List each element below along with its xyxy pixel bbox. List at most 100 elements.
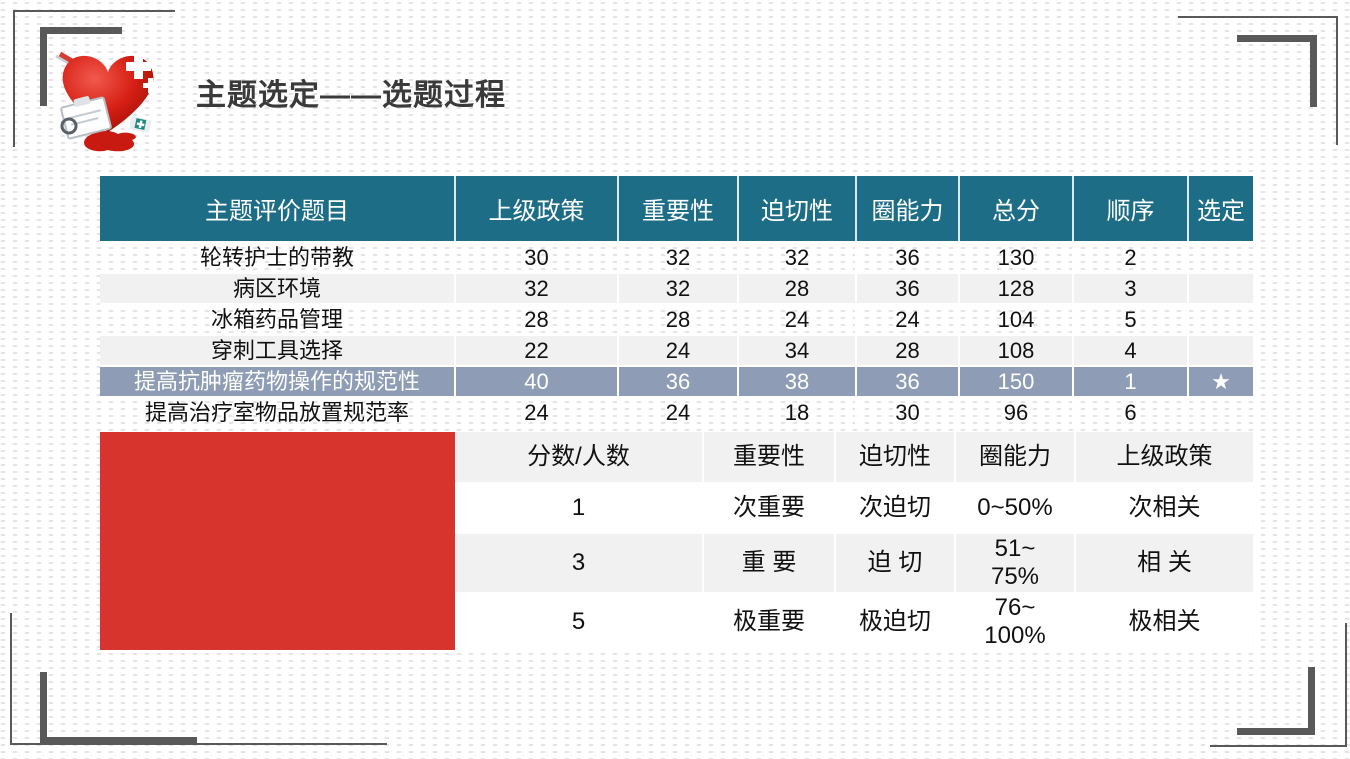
cell-capability: 24 bbox=[856, 304, 960, 336]
legend-header-urgency: 迫切性 bbox=[835, 432, 956, 484]
cell-policy: 24 bbox=[455, 397, 619, 429]
col-header-capability: 圈能力 bbox=[856, 176, 960, 243]
cell-urgency: 24 bbox=[738, 304, 857, 336]
col-header-total: 总分 bbox=[959, 176, 1074, 243]
corner-bracket-top-left-outer bbox=[13, 10, 175, 147]
legend-row: 1 次重要 次迫切 0~50% 次相关 bbox=[455, 483, 1253, 534]
cell-urgency: 28 bbox=[738, 273, 857, 305]
cell-policy: 32 bbox=[455, 273, 619, 305]
table-row: 穿刺工具选择 22 24 34 28 108 4 bbox=[100, 335, 1253, 367]
legend-capability: 76~ 100% bbox=[955, 593, 1076, 652]
legend-urgency: 极迫切 bbox=[835, 593, 956, 652]
cell-capability: 36 bbox=[856, 273, 960, 305]
cell-order: 1 bbox=[1073, 366, 1189, 398]
legend-urgency: 次迫切 bbox=[835, 483, 956, 534]
legend-capability: 0~50% bbox=[955, 483, 1076, 534]
cell-total: 150 bbox=[959, 366, 1074, 398]
cell-policy: 40 bbox=[455, 366, 619, 398]
cell-capability: 36 bbox=[856, 242, 960, 274]
cell-total: 96 bbox=[959, 397, 1074, 429]
col-header-selected: 选定 bbox=[1188, 176, 1253, 243]
table-row: 冰箱药品管理 28 28 24 24 104 5 bbox=[100, 304, 1253, 336]
col-header-order: 顺序 bbox=[1073, 176, 1189, 243]
cell-selected bbox=[1188, 242, 1253, 274]
corner-bracket-bottom-right-outer bbox=[1210, 623, 1347, 747]
cell-selected bbox=[1188, 335, 1253, 367]
score-legend-table: 分数/人数 重要性 迫切性 圈能力 上级政策 1 次重要 次迫切 0~50% 次… bbox=[455, 432, 1253, 652]
legend-header-row: 分数/人数 重要性 迫切性 圈能力 上级政策 bbox=[455, 432, 1253, 484]
cell-importance: 28 bbox=[618, 304, 739, 336]
cell-order: 6 bbox=[1073, 397, 1189, 429]
table-row: 提高治疗室物品放置规范率 24 24 18 30 96 6 bbox=[100, 397, 1253, 429]
legend-score: 1 bbox=[455, 483, 704, 534]
legend-header-score: 分数/人数 bbox=[455, 432, 704, 484]
cell-capability: 36 bbox=[856, 366, 960, 398]
table-row: 病区环境 32 32 28 36 128 3 bbox=[100, 273, 1253, 305]
cell-selected bbox=[1188, 304, 1253, 336]
cell-topic: 提高治疗室物品放置规范率 bbox=[100, 397, 456, 429]
legend-policy: 极相关 bbox=[1075, 593, 1253, 652]
corner-bracket-top-right-inner bbox=[1237, 35, 1317, 107]
cell-total: 128 bbox=[959, 273, 1074, 305]
legend-score: 3 bbox=[455, 533, 704, 594]
legend-row: 5 极重要 极迫切 76~ 100% 极相关 bbox=[455, 593, 1253, 652]
legend-header-policy: 上级政策 bbox=[1075, 432, 1253, 484]
page-title: 主题选定——选题过程 bbox=[196, 79, 506, 112]
cell-topic: 病区环境 bbox=[100, 273, 456, 305]
cell-importance: 24 bbox=[618, 397, 739, 429]
cell-order: 3 bbox=[1073, 273, 1189, 305]
legend-urgency: 迫 切 bbox=[835, 533, 956, 594]
cell-topic: 冰箱药品管理 bbox=[100, 304, 456, 336]
selected-star-icon: ★ bbox=[1188, 366, 1253, 398]
legend-header-importance: 重要性 bbox=[703, 432, 836, 484]
topic-evaluation-table: 主题评价题目 上级政策 重要性 迫切性 圈能力 总分 顺序 选定 轮转护士的带教… bbox=[100, 176, 1253, 429]
cell-order: 5 bbox=[1073, 304, 1189, 336]
cell-policy: 28 bbox=[455, 304, 619, 336]
cell-capability: 28 bbox=[856, 335, 960, 367]
cell-urgency: 38 bbox=[738, 366, 857, 398]
legend-importance: 次重要 bbox=[703, 483, 836, 534]
heart-medical-icon bbox=[48, 40, 168, 155]
cell-policy: 30 bbox=[455, 242, 619, 274]
col-header-urgency: 迫切性 bbox=[738, 176, 857, 243]
col-header-importance: 重要性 bbox=[618, 176, 739, 243]
corner-bracket-top-right-outer bbox=[1178, 16, 1338, 145]
legend-row: 3 重 要 迫 切 51~ 75% 相 关 bbox=[455, 533, 1253, 594]
legend-score: 5 bbox=[455, 593, 704, 652]
legend-header-capability: 圈能力 bbox=[955, 432, 1076, 484]
table-header-row: 主题评价题目 上级政策 重要性 迫切性 圈能力 总分 顺序 选定 bbox=[100, 176, 1253, 243]
cell-importance: 24 bbox=[618, 335, 739, 367]
cell-capability: 30 bbox=[856, 397, 960, 429]
cell-topic: 轮转护士的带教 bbox=[100, 242, 456, 274]
cell-order: 2 bbox=[1073, 242, 1189, 274]
cell-selected bbox=[1188, 273, 1253, 305]
cell-topic: 提高抗肿瘤药物操作的规范性 bbox=[100, 366, 456, 398]
legend-capability: 51~ 75% bbox=[955, 533, 1076, 594]
cell-importance: 36 bbox=[618, 366, 739, 398]
corner-bracket-bottom-left-inner bbox=[40, 672, 197, 744]
cell-total: 108 bbox=[959, 335, 1074, 367]
legend-importance: 重 要 bbox=[703, 533, 836, 594]
legend-policy: 相 关 bbox=[1075, 533, 1253, 594]
cell-policy: 22 bbox=[455, 335, 619, 367]
cell-urgency: 34 bbox=[738, 335, 857, 367]
corner-bracket-bottom-right-inner bbox=[1237, 667, 1315, 735]
cell-urgency: 18 bbox=[738, 397, 857, 429]
table-row: 轮转护士的带教 30 32 32 36 130 2 bbox=[100, 242, 1253, 274]
legend-policy: 次相关 bbox=[1075, 483, 1253, 534]
col-header-topic: 主题评价题目 bbox=[100, 176, 456, 243]
col-header-policy: 上级政策 bbox=[455, 176, 619, 243]
corner-bracket-top-left-inner bbox=[40, 27, 122, 106]
cell-importance: 32 bbox=[618, 273, 739, 305]
cell-total: 104 bbox=[959, 304, 1074, 336]
cell-urgency: 32 bbox=[738, 242, 857, 274]
cell-order: 4 bbox=[1073, 335, 1189, 367]
red-accent-block bbox=[100, 432, 455, 650]
cell-topic: 穿刺工具选择 bbox=[100, 335, 456, 367]
cell-selected bbox=[1188, 397, 1253, 429]
corner-bracket-bottom-left-outer bbox=[10, 613, 387, 745]
cell-total: 130 bbox=[959, 242, 1074, 274]
legend-importance: 极重要 bbox=[703, 593, 836, 652]
cell-importance: 32 bbox=[618, 242, 739, 274]
